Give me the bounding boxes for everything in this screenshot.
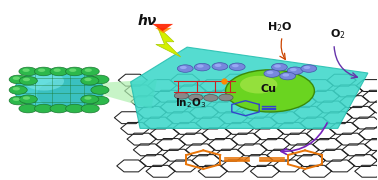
Circle shape (37, 79, 104, 110)
Circle shape (232, 64, 239, 67)
Circle shape (180, 66, 187, 69)
Circle shape (174, 92, 189, 99)
Circle shape (81, 95, 99, 104)
Circle shape (19, 95, 37, 104)
Circle shape (266, 71, 273, 74)
Circle shape (91, 75, 109, 84)
Polygon shape (155, 28, 172, 33)
Circle shape (204, 94, 218, 101)
Circle shape (189, 94, 203, 101)
Circle shape (9, 75, 27, 84)
Circle shape (304, 66, 310, 69)
Circle shape (22, 68, 30, 72)
Circle shape (66, 104, 84, 113)
Circle shape (13, 87, 20, 91)
Circle shape (54, 68, 61, 72)
Text: Cu: Cu (260, 84, 276, 94)
Circle shape (24, 72, 64, 91)
Circle shape (13, 76, 20, 80)
Circle shape (91, 96, 109, 105)
Circle shape (194, 63, 210, 71)
Circle shape (19, 67, 37, 76)
Text: hν: hν (137, 14, 156, 28)
Circle shape (19, 104, 37, 113)
Polygon shape (152, 24, 173, 31)
Polygon shape (156, 26, 181, 57)
Circle shape (9, 96, 27, 105)
Circle shape (50, 67, 68, 76)
Circle shape (15, 69, 104, 111)
Circle shape (177, 65, 193, 72)
Circle shape (81, 76, 99, 85)
Polygon shape (101, 79, 157, 109)
Polygon shape (131, 47, 368, 128)
Circle shape (84, 78, 91, 81)
Circle shape (84, 96, 91, 100)
Circle shape (69, 68, 76, 72)
Circle shape (290, 68, 297, 71)
Circle shape (23, 96, 30, 100)
Circle shape (85, 68, 92, 72)
Circle shape (274, 64, 281, 68)
Circle shape (212, 63, 228, 70)
Circle shape (81, 67, 99, 76)
Circle shape (240, 76, 277, 93)
Circle shape (264, 70, 280, 77)
Circle shape (9, 86, 27, 94)
Text: In$_2$O$_3$: In$_2$O$_3$ (175, 96, 206, 110)
Circle shape (34, 104, 53, 113)
Text: O$_2$: O$_2$ (330, 27, 345, 41)
Circle shape (13, 98, 20, 101)
Circle shape (229, 63, 245, 71)
Circle shape (287, 67, 303, 75)
Circle shape (23, 78, 30, 81)
Circle shape (197, 64, 204, 68)
Circle shape (215, 64, 222, 67)
Circle shape (271, 63, 287, 71)
Circle shape (19, 76, 37, 85)
Circle shape (81, 104, 99, 113)
Circle shape (91, 86, 109, 94)
Circle shape (226, 70, 314, 112)
Circle shape (34, 67, 53, 76)
Text: H$_2$O: H$_2$O (267, 21, 293, 34)
Circle shape (301, 65, 317, 72)
Circle shape (66, 67, 84, 76)
Circle shape (219, 94, 233, 101)
Circle shape (38, 68, 45, 72)
Circle shape (282, 73, 289, 77)
Circle shape (280, 72, 296, 80)
Circle shape (50, 104, 68, 113)
